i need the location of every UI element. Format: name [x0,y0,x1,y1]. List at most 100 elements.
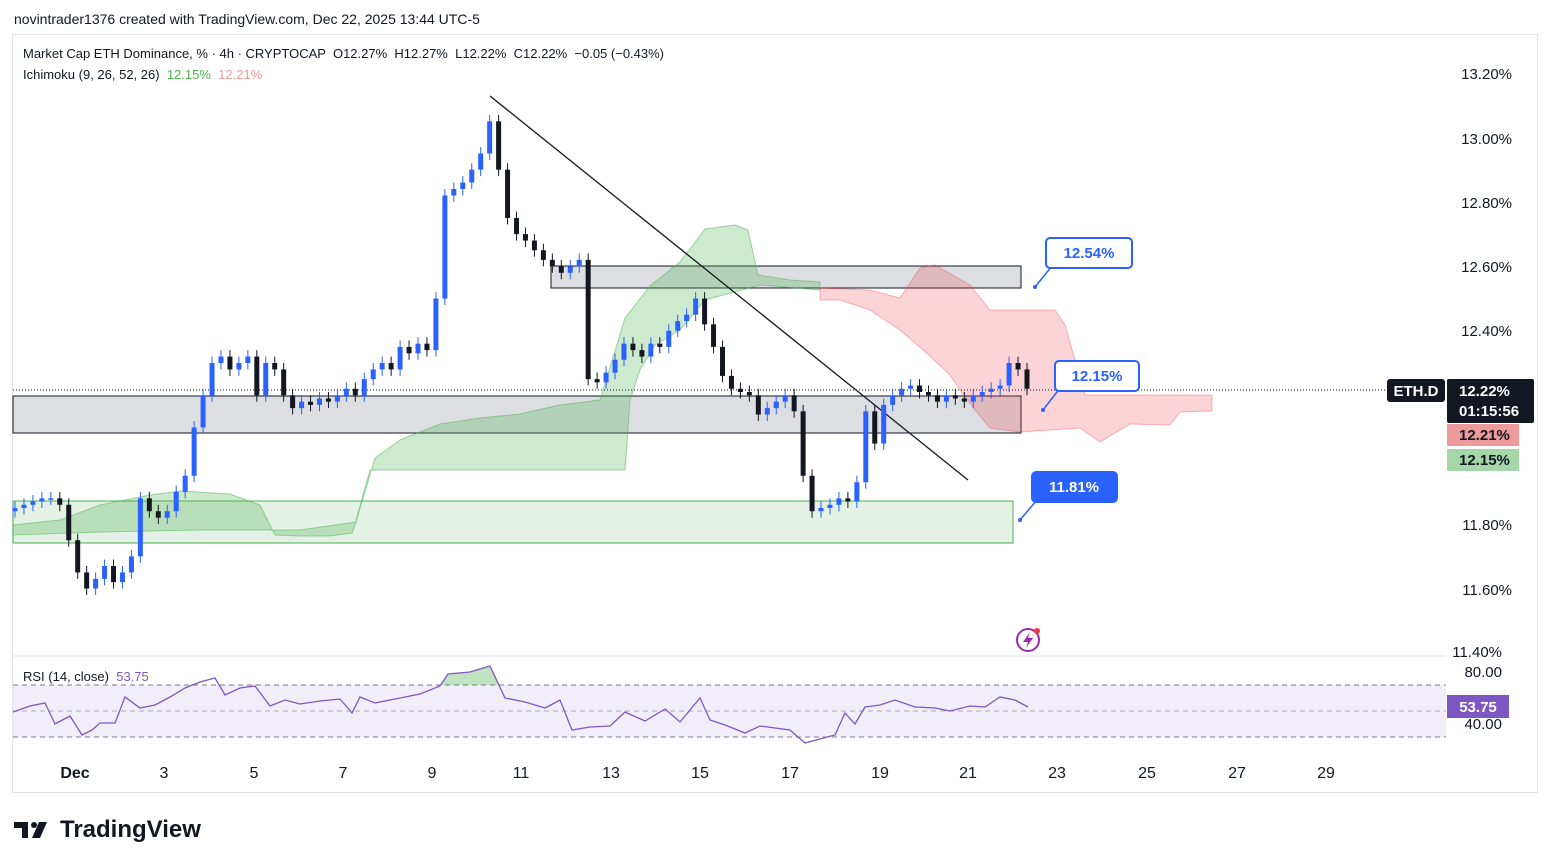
legend-title: Market Cap ETH Dominance, % · 4h · CRYPT… [23,46,326,61]
price-axis-label: 12.60% [1461,259,1512,276]
rsi-value-tag-bg [1447,695,1509,718]
candle-body [254,356,260,396]
candle-body [585,259,591,380]
legend-open: O12.27% [332,46,388,61]
candle-body [872,411,878,444]
candle-body [514,218,520,235]
ichimoku-span-a-value: 12.15% [166,67,211,82]
candle-body [666,330,672,347]
candle-body [388,363,394,370]
span-b-tag-text: 12.21% [1459,427,1510,444]
candle-body [809,475,815,512]
time-axis-label: 19 [871,765,889,782]
legend-close: C12.22% [513,46,568,61]
candle-body [155,511,161,518]
candle-body [361,379,367,396]
candle-body [675,321,681,331]
span-a-tag-bg [1447,449,1519,471]
symbol-tag[interactable]: ETH.D [1387,379,1445,402]
candle-body [693,298,699,315]
candle-body [209,363,215,396]
callout-12-15-label: 12.15% [1072,368,1123,385]
rsi-label: RSI (14, close) [23,669,109,684]
callout-11-81[interactable]: 11.81% [1018,471,1118,522]
candle-body [755,395,761,415]
candle-body [549,259,555,267]
candle-body [594,379,600,383]
candle-body [146,498,152,512]
rsi-legend: RSI (14, close) 53.75 [23,669,149,684]
candle-body [325,398,331,402]
candle-body [245,356,251,363]
bar-countdown: 01:15:56 [1459,403,1519,420]
candle-body [299,401,305,409]
candle-body [899,388,905,396]
candle-body [119,572,125,583]
callout-11-81-dot [1018,518,1022,522]
rsi-axis-label: 40.00 [1464,716,1502,733]
candle-body [1006,363,1012,386]
candle-body [227,356,233,370]
ichimoku-cloud-red [819,264,1213,443]
time-axis-label: 21 [959,765,977,782]
legend-high: H12.27% [394,46,448,61]
candle-body [997,385,1003,389]
tradingview-logo-icon [14,822,47,838]
time-axis-label: 25 [1138,765,1156,782]
callout-12-54[interactable]: 12.54% [1033,237,1133,289]
candle-body [836,498,842,505]
callout-12-54-pointer [1034,265,1053,288]
candle-body [979,392,985,396]
time-axis-label: 11 [513,765,530,782]
candle-body [505,169,511,218]
candle-body [522,234,528,241]
candle-body [343,388,349,396]
candle-body [970,395,976,402]
candle-body [567,266,573,273]
tradingview-logo[interactable]: TradingView [14,816,201,844]
price-axis-label: 12.80% [1461,195,1512,212]
callout-12-15[interactable]: 12.15% [1041,360,1140,412]
candle-body [648,343,654,357]
candle-body [424,343,430,351]
candle-body [370,369,376,380]
candle-body [782,395,788,402]
time-axis-label: 7 [339,765,348,782]
rsi-line [12,665,1029,744]
demand-zone[interactable] [12,500,1014,544]
price-axis-label: 11.40% [1452,644,1502,661]
candle-body [308,401,314,405]
candle-body [48,498,54,500]
lightning-alert-icon[interactable] [1016,628,1040,652]
candle-body [137,498,143,557]
candle-body [352,388,358,396]
time-axis-label: 13 [602,765,620,782]
time-axis-label: 29 [1317,765,1335,782]
candle-body [469,169,475,183]
last-price-value: 12.22% [1459,383,1510,400]
candle-body [657,343,663,347]
candle-body [236,363,242,370]
last-price-tag[interactable]: 12.22% 01:15:56 [1447,379,1534,423]
candle-body [182,475,188,492]
candle-body [460,182,466,189]
span-a-tag: 12.15% [1447,449,1519,471]
time-axis-label: 3 [160,765,169,782]
candles-group [12,114,1030,595]
candle-body [433,298,439,351]
candle-body [917,385,923,392]
candle-body [191,427,197,476]
downtrend-line[interactable] [489,95,969,481]
main-legend: Market Cap ETH Dominance, % · 4h · CRYPT… [23,46,664,61]
ichimoku-legend: Ichimoku (9, 26, 52, 26) 12.15% 12.21% [23,67,262,82]
candle-body [111,566,117,583]
time-axis-label: Dec [60,765,89,782]
candle-body [952,395,958,399]
candle-body [854,482,860,502]
candle-body [1015,363,1021,370]
candle-body [827,504,833,508]
candle-body [496,121,502,170]
price-axis-label: 13.20% [1461,66,1512,83]
callout-12-54-dot [1033,285,1037,289]
